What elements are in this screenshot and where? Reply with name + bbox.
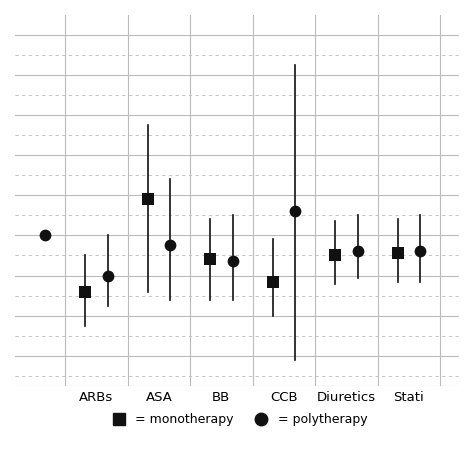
Point [292, 208, 299, 215]
Point [417, 247, 424, 255]
Legend: = monotherapy, = polytherapy: = monotherapy, = polytherapy [102, 409, 372, 431]
Point [144, 196, 151, 203]
Point [81, 288, 89, 295]
Point [331, 252, 339, 259]
Point [166, 242, 174, 249]
Point [269, 278, 276, 285]
Point [354, 247, 362, 255]
Point [206, 255, 214, 263]
Point [229, 258, 237, 265]
Point [394, 250, 401, 257]
Point [104, 272, 111, 279]
Point [41, 232, 49, 239]
